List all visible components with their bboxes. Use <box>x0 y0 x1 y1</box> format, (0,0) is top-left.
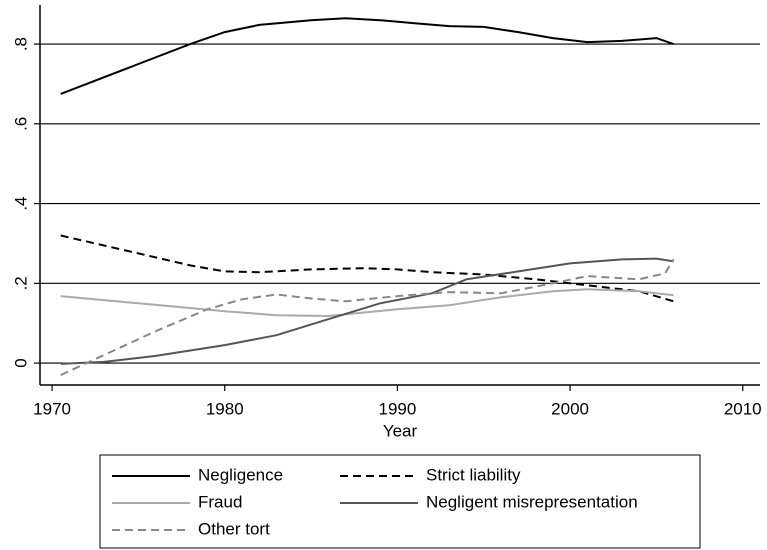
x-axis-label: Year <box>383 421 418 440</box>
y-tick-label: 0 <box>11 358 30 367</box>
series-line <box>60 234 674 303</box>
y-tick-label: .2 <box>11 276 30 290</box>
legend-label: Negligence <box>198 465 283 484</box>
legend-box <box>99 454 701 549</box>
x-tick-label: 2000 <box>551 399 589 418</box>
series-line <box>60 17 675 95</box>
series-line <box>60 288 674 318</box>
x-tick-label: 2010 <box>724 399 762 418</box>
y-tick-label: .8 <box>11 37 30 51</box>
legend-label: Strict liability <box>426 465 521 484</box>
legend-label: Other tort <box>198 519 270 538</box>
x-tick-label: 1970 <box>33 399 71 418</box>
series-line <box>60 257 674 365</box>
y-tick-label: .6 <box>11 117 30 131</box>
series-line <box>60 258 675 376</box>
x-tick-label: 1980 <box>206 399 244 418</box>
x-tick-label: 1990 <box>378 399 416 418</box>
legend-label: Fraud <box>198 492 242 511</box>
y-tick-label: .4 <box>11 196 30 210</box>
legend-label: Negligent misrepresentation <box>426 492 638 511</box>
